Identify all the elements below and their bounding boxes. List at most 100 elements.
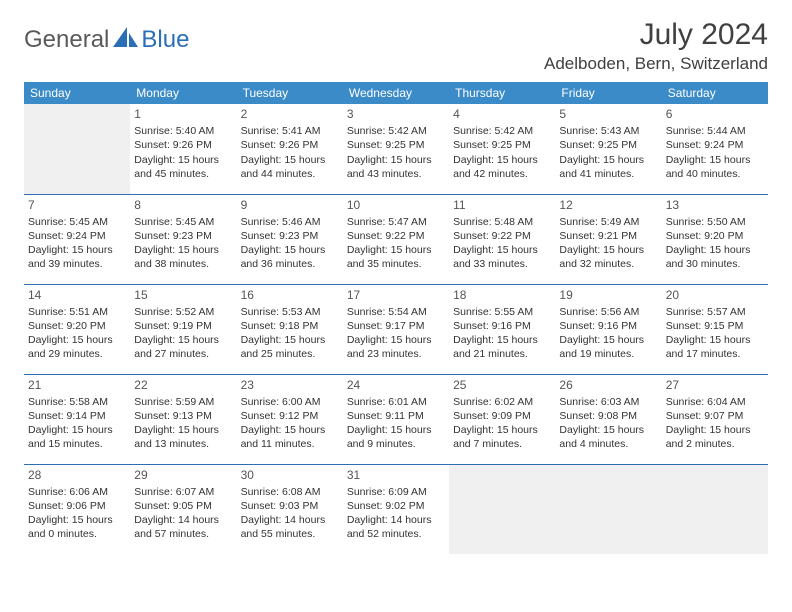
sunrise-line: Sunrise: 6:09 AM — [347, 485, 445, 499]
daylight-line: Daylight: 15 hours and 30 minutes. — [666, 243, 764, 271]
sunset-line: Sunset: 9:16 PM — [453, 319, 551, 333]
calendar-cell: 10Sunrise: 5:47 AMSunset: 9:22 PMDayligh… — [343, 194, 449, 284]
sunrise-line: Sunrise: 5:59 AM — [134, 395, 232, 409]
weekday-header: Monday — [130, 82, 236, 104]
sunset-line: Sunset: 9:24 PM — [28, 229, 126, 243]
sunrise-line: Sunrise: 5:46 AM — [241, 215, 339, 229]
sunrise-line: Sunrise: 5:44 AM — [666, 124, 764, 138]
sunrise-line: Sunrise: 6:00 AM — [241, 395, 339, 409]
daylight-line: Daylight: 15 hours and 45 minutes. — [134, 153, 232, 181]
weekday-header: Saturday — [662, 82, 768, 104]
calendar-cell: 28Sunrise: 6:06 AMSunset: 9:06 PMDayligh… — [24, 464, 130, 554]
day-number: 15 — [134, 287, 232, 303]
day-number: 20 — [666, 287, 764, 303]
calendar-cell: 3Sunrise: 5:42 AMSunset: 9:25 PMDaylight… — [343, 104, 449, 194]
daylight-line: Daylight: 14 hours and 52 minutes. — [347, 513, 445, 541]
sunset-line: Sunset: 9:22 PM — [453, 229, 551, 243]
weekday-header: Wednesday — [343, 82, 449, 104]
calendar-cell: 1Sunrise: 5:40 AMSunset: 9:26 PMDaylight… — [130, 104, 236, 194]
day-number: 10 — [347, 197, 445, 213]
calendar-cell: 31 Sunrise: 6:09 AMSunset: 9:02 PMDayligh… — [343, 464, 449, 554]
day-number: 19 — [559, 287, 657, 303]
daylight-line: Daylight: 15 hours and 40 minutes. — [666, 153, 764, 181]
calendar-cell: 26Sunrise: 6:03 AMSunset: 9:08 PMDayligh… — [555, 374, 661, 464]
day-number: 18 — [453, 287, 551, 303]
calendar-row: 14Sunrise: 5:51 AMSunset: 9:20 PMDayligh… — [24, 284, 768, 374]
sunset-line: Sunset: 9:07 PM — [666, 409, 764, 423]
calendar-cell: 15Sunrise: 5:52 AMSunset: 9:19 PMDayligh… — [130, 284, 236, 374]
daylight-line: Daylight: 15 hours and 38 minutes. — [134, 243, 232, 271]
day-number: 23 — [241, 377, 339, 393]
title-block: July 2024 Adelboden, Bern, Switzerland — [544, 18, 768, 74]
day-number: 9 — [241, 197, 339, 213]
daylight-line: Daylight: 15 hours and 41 minutes. — [559, 153, 657, 181]
sunrise-line: Sunrise: 5:57 AM — [666, 305, 764, 319]
daylight-line: Daylight: 15 hours and 32 minutes. — [559, 243, 657, 271]
day-number: 28 — [28, 467, 126, 483]
sunset-line: Sunset: 9:15 PM — [666, 319, 764, 333]
sunset-line: Sunset: 9:23 PM — [241, 229, 339, 243]
calendar-cell: 14Sunrise: 5:51 AMSunset: 9:20 PMDayligh… — [24, 284, 130, 374]
calendar-cell: 25Sunrise: 6:02 AMSunset: 9:09 PMDayligh… — [449, 374, 555, 464]
sunrise-line: Sunrise: 6:07 AM — [134, 485, 232, 499]
sunset-line: Sunset: 9:18 PM — [241, 319, 339, 333]
calendar-cell: 5Sunrise: 5:43 AMSunset: 9:25 PMDaylight… — [555, 104, 661, 194]
sunset-line: Sunset: 9:25 PM — [453, 138, 551, 152]
daylight-line: Daylight: 15 hours and 33 minutes. — [453, 243, 551, 271]
logo-sail-icon — [113, 27, 139, 54]
sunset-line: Sunset: 9:23 PM — [134, 229, 232, 243]
daylight-line: Daylight: 15 hours and 23 minutes. — [347, 333, 445, 361]
calendar-row: 7Sunrise: 5:45 AMSunset: 9:24 PMDaylight… — [24, 194, 768, 284]
calendar-cell: 16Sunrise: 5:53 AMSunset: 9:18 PMDayligh… — [237, 284, 343, 374]
sunrise-line: Sunrise: 5:45 AM — [134, 215, 232, 229]
day-number: 21 — [28, 377, 126, 393]
day-number: 6 — [666, 106, 764, 122]
sunrise-line: Sunrise: 5:43 AM — [559, 124, 657, 138]
day-number: 26 — [559, 377, 657, 393]
calendar-cell: 27Sunrise: 6:04 AMSunset: 9:07 PMDayligh… — [662, 374, 768, 464]
daylight-line: Daylight: 15 hours and 9 minutes. — [347, 423, 445, 451]
weekday-header: Friday — [555, 82, 661, 104]
daylight-line: Daylight: 15 hours and 29 minutes. — [28, 333, 126, 361]
daylight-line: Daylight: 15 hours and 39 minutes. — [28, 243, 126, 271]
sunrise-line: Sunrise: 5:41 AM — [241, 124, 339, 138]
daylight-line: Daylight: 14 hours and 57 minutes. — [134, 513, 232, 541]
daylight-line: Daylight: 15 hours and 27 minutes. — [134, 333, 232, 361]
day-number: 8 — [134, 197, 232, 213]
day-number: 11 — [453, 197, 551, 213]
calendar-cell: 24Sunrise: 6:01 AMSunset: 9:11 PMDayligh… — [343, 374, 449, 464]
sunrise-line: Sunrise: 5:58 AM — [28, 395, 126, 409]
daylight-line: Daylight: 15 hours and 43 minutes. — [347, 153, 445, 181]
day-number: 27 — [666, 377, 764, 393]
daylight-line: Daylight: 15 hours and 11 minutes. — [241, 423, 339, 451]
calendar-row: 21 Sunrise: 5:58 AMSunset: 9:14 PM Dayligh… — [24, 374, 768, 464]
sunset-line: Sunset: 9:14 PM — [28, 409, 126, 423]
sunset-line: Sunset: 9:02 PM — [347, 499, 445, 513]
sunrise-line: Sunrise: 6:03 AM — [559, 395, 657, 409]
sunset-line: Sunset: 9:21 PM — [559, 229, 657, 243]
day-number: 24 — [347, 377, 445, 393]
calendar-cell: 23Sunrise: 6:00 AMSunset: 9:12 PMDayligh… — [237, 374, 343, 464]
sunset-line: Sunset: 9:22 PM — [347, 229, 445, 243]
sunset-line: Sunset: 9:09 PM — [453, 409, 551, 423]
sunrise-line: Sunrise: 5:51 AM — [28, 305, 126, 319]
weekday-header: Thursday — [449, 82, 555, 104]
location: Adelboden, Bern, Switzerland — [544, 54, 768, 74]
calendar-cell: 12Sunrise: 5:49 AMSunset: 9:21 PMDayligh… — [555, 194, 661, 284]
day-number: 17 — [347, 287, 445, 303]
day-number: 31 — [347, 467, 445, 483]
sunset-line: Sunset: 9:25 PM — [559, 138, 657, 152]
sunset-line: Sunset: 9:08 PM — [559, 409, 657, 423]
calendar-cell: 19Sunrise: 5:56 AMSunset: 9:16 PMDayligh… — [555, 284, 661, 374]
calendar-cell: 18Sunrise: 5:55 AMSunset: 9:16 PMDayligh… — [449, 284, 555, 374]
sunrise-line: Sunrise: 5:49 AM — [559, 215, 657, 229]
day-number: 1 — [134, 106, 232, 122]
sunset-line: Sunset: 9:25 PM — [347, 138, 445, 152]
sunrise-line: Sunrise: 6:08 AM — [241, 485, 339, 499]
calendar-table: SundayMondayTuesdayWednesdayThursdayFrid… — [24, 82, 768, 554]
calendar-cell: 13Sunrise: 5:50 AMSunset: 9:20 PMDayligh… — [662, 194, 768, 284]
daylight-line: Daylight: 15 hours and 44 minutes. — [241, 153, 339, 181]
sunrise-line: Sunrise: 5:50 AM — [666, 215, 764, 229]
daylight-line: Daylight: 15 hours and 19 minutes. — [559, 333, 657, 361]
sunrise-line: Sunrise: 5:55 AM — [453, 305, 551, 319]
